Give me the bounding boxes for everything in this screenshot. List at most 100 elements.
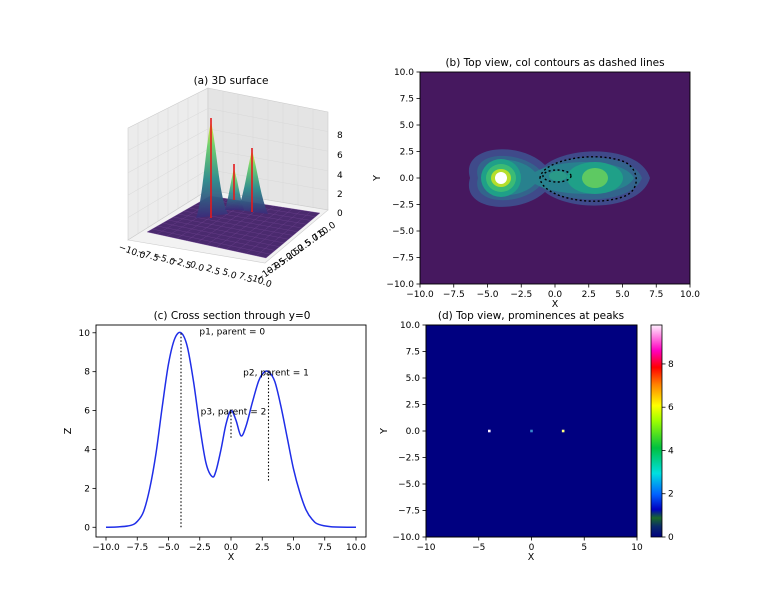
y-tick-label: 5.0	[400, 121, 415, 131]
z-tick: 0	[337, 209, 343, 219]
y-tick-label: −2.5	[392, 201, 414, 211]
panel-a: (a) 3D surface 8 6 4 2 0 −10.0−7.5−5.0−2…	[117, 75, 343, 290]
y-tick-label: −2.5	[398, 454, 420, 464]
z-tick: 4	[337, 171, 343, 181]
panel-a-title: (a) 3D surface	[194, 75, 269, 87]
x-tick-label: −10.0	[406, 290, 434, 300]
x-tick-3d: 7.5	[237, 271, 254, 285]
axes-d: −10 −5 0 5 10 10.0 7.5 5.0 2.5 0.0 −2.5 −5.0 −7.5 −10…	[392, 321, 643, 553]
y-axis-ticks-3d: 10.07.55.02.50.0−2.5−5.0−7.5−10.0	[255, 220, 338, 284]
y-axis-label: Z	[63, 427, 74, 434]
panel-b-title: (b) Top view, col contours as dashed lin…	[445, 57, 664, 69]
y-tick-label: 4	[84, 445, 90, 455]
x-tick-label: 0.0	[224, 543, 239, 553]
peak-annotation: p2, parent = 1	[243, 369, 309, 379]
plot-frame	[95, 324, 367, 538]
x-tick-label: −2.5	[189, 543, 211, 553]
surface-base	[147, 196, 320, 258]
prominence-peaks	[488, 429, 565, 433]
panel-d: (d) Top view, prominences at peaks −10 −5…	[379, 310, 674, 563]
colorbar-tick-label: 2	[668, 490, 674, 500]
y-tick-label: 0.0	[406, 427, 421, 437]
surface-peak-p1	[196, 121, 228, 218]
colorbar-tick-label: 4	[668, 446, 674, 456]
contour-level-top	[495, 172, 507, 184]
z-tick: 2	[337, 190, 343, 200]
y-tick-label: −5.0	[392, 227, 414, 237]
x-tick-label: 7.5	[649, 290, 663, 300]
x-tick-label: −5.0	[477, 290, 499, 300]
peak-annotation: p3, parent = 2	[201, 407, 267, 417]
y-tick-label: −5.0	[398, 480, 420, 490]
y-tick-label: −7.5	[398, 507, 420, 517]
y-tick-label: 7.5	[406, 348, 420, 358]
y-tick-label: −10.0	[392, 533, 420, 543]
panel-c-title: (c) Cross section through y=0	[154, 310, 311, 322]
x-tick-label: 10	[631, 543, 643, 553]
y-tick-label: 10	[79, 329, 91, 339]
col-contour-inner	[542, 169, 572, 183]
contour-level-small	[549, 171, 567, 181]
prominence-lines	[180, 332, 270, 528]
prominence-peak	[488, 429, 491, 433]
y-tick-label: 2.5	[406, 401, 420, 411]
x-tick-3d: 5.0	[221, 267, 238, 281]
x-tick-label: −7.5	[126, 543, 148, 553]
y-tick-label: 0	[84, 523, 90, 533]
x-tick-label: 5.0	[615, 290, 630, 300]
x-tick-label: −10.0	[92, 543, 120, 553]
x-tick-label: 5.0	[286, 543, 301, 553]
y-tick-label: 10.0	[400, 321, 420, 331]
panel-d-title: (d) Top view, prominences at peaks	[438, 310, 624, 322]
x-tick-label: 2.5	[582, 290, 596, 300]
colorbar-ticks: 8 6 4 2 0	[662, 360, 674, 543]
x-tick-label: −7.5	[443, 290, 465, 300]
peak-annotation: p1, parent = 0	[199, 328, 265, 338]
contour-level-5b	[582, 168, 608, 188]
x-tick-label: 10.0	[346, 543, 366, 553]
z-tick: 6	[337, 151, 343, 161]
x-tick-label: 2.5	[255, 543, 269, 553]
col-contour-outer	[539, 156, 637, 202]
panel-b: (b) Top view, col contours as dashed lin…	[372, 57, 700, 310]
x-tick-label: −10	[417, 543, 436, 553]
x-tick-label: 0	[529, 543, 535, 553]
prominence-peak	[561, 429, 565, 433]
y-tick-label: 0.0	[400, 174, 415, 184]
y-tick-label: −7.5	[392, 254, 414, 264]
x-tick-label: −2.5	[510, 290, 532, 300]
y-tick-label: 2	[84, 484, 90, 494]
peak-annotations: p1, parent = 0 p2, parent = 1 p3, parent =…	[199, 328, 308, 418]
surface-peak-p2	[238, 150, 268, 214]
x-tick-label: 5	[581, 543, 587, 553]
x-tick-label: −5.0	[158, 543, 180, 553]
panel-c: (c) Cross section through y=0 −10.0 −7.5−…	[63, 310, 367, 563]
x-tick-label: 0.0	[548, 290, 563, 300]
y-tick-label: 6	[84, 407, 90, 417]
x-tick-label: 10.0	[680, 290, 700, 300]
x-tick-3d: 0.0	[188, 260, 205, 274]
y-tick-label: 5.0	[406, 374, 421, 384]
x-tick-label: −5	[472, 543, 485, 553]
axes-c: −10.0 −7.5 −5.0 −2.5 0.0 2.5 5.0 7.5 10.0 0 2 4 6 8 10	[79, 329, 367, 553]
colorbar-tick-label: 6	[668, 403, 674, 413]
y-axis-label: Y	[379, 428, 390, 435]
contour-bands	[468, 149, 650, 207]
y-tick-label: 2.5	[400, 148, 414, 158]
x-axis-label: X	[552, 299, 559, 310]
y-tick-label: −10.0	[386, 280, 414, 290]
y-tick-label: 8	[84, 368, 90, 378]
x-axis-label: X	[528, 552, 535, 563]
y-axis-label: Y	[372, 175, 383, 182]
x-tick-3d: 2.5	[204, 264, 221, 278]
axes-b: −10.0 −7.5 −5.0 −2.5 0.0 2.5 5.0 7.5 10.0 10.0 7.5…	[386, 68, 700, 300]
cross-section-line	[105, 331, 357, 529]
x-tick-label: 7.5	[318, 543, 332, 553]
z-tick: 8	[337, 131, 343, 141]
colorbar	[650, 324, 663, 538]
y-tick-label: 7.5	[400, 95, 414, 105]
colorbar-tick-label: 0	[668, 533, 674, 543]
x-axis-label: X	[228, 552, 235, 563]
y-tick-label: 10.0	[394, 68, 414, 78]
